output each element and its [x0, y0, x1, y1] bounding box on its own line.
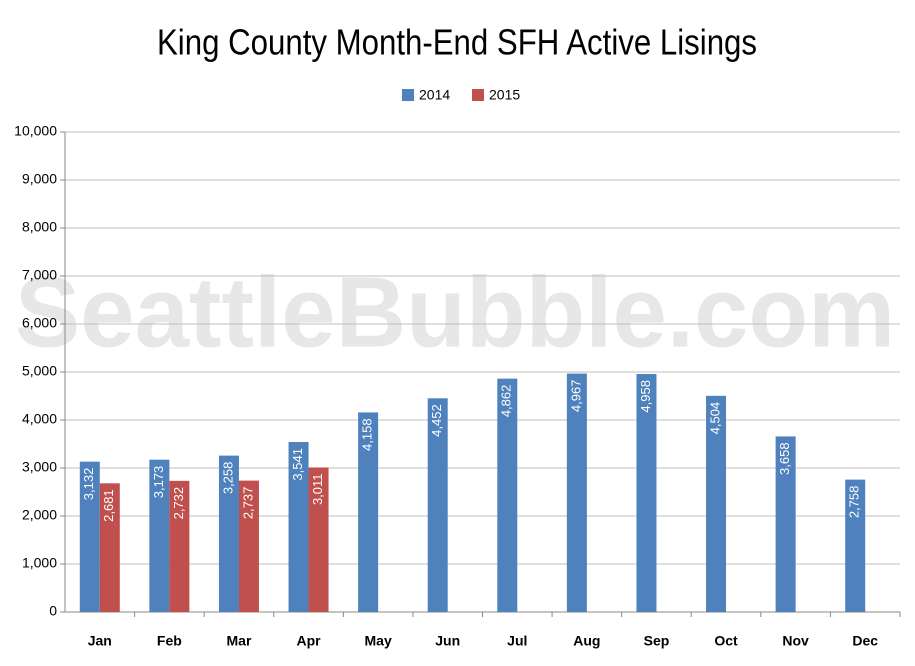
value-label: 3,541: [290, 448, 305, 481]
value-label: 3,658: [777, 442, 792, 475]
bar: [775, 436, 796, 612]
bar: [636, 374, 657, 612]
value-label: 4,967: [568, 380, 583, 413]
y-tick-label: 4,000: [22, 411, 57, 427]
bar: [79, 461, 100, 612]
value-label: 2,681: [101, 489, 116, 522]
x-tick-label: Feb: [157, 633, 182, 649]
x-tick-label: Sep: [644, 633, 670, 649]
x-tick-label: Aug: [573, 633, 600, 649]
bar: [149, 459, 170, 612]
y-tick-label: 6,000: [22, 315, 57, 331]
x-tick-label: Dec: [852, 633, 878, 649]
legend-label: 2015: [489, 87, 520, 103]
value-label: 3,173: [151, 466, 166, 499]
x-tick-label: Mar: [227, 633, 252, 649]
bar: [566, 373, 587, 612]
y-tick-label: 7,000: [22, 267, 57, 283]
bar: [427, 398, 448, 612]
value-label: 4,158: [360, 418, 375, 451]
y-tick-label: 1,000: [22, 555, 57, 571]
value-label: 4,504: [707, 402, 722, 435]
bar: [358, 412, 379, 612]
x-tick-label: Jul: [507, 633, 527, 649]
value-label: 4,452: [429, 404, 444, 437]
value-label: 2,732: [171, 487, 186, 520]
bar: [218, 455, 239, 612]
x-tick-label: Oct: [714, 633, 738, 649]
y-tick-label: 5,000: [22, 363, 57, 379]
value-label: 2,758: [847, 486, 862, 519]
chart-title: King County Month-End SFH Active Lisings: [157, 22, 757, 63]
value-label: 3,011: [310, 473, 325, 505]
legend-swatch: [402, 89, 414, 101]
y-tick-label: 0: [49, 603, 57, 619]
y-tick-label: 10,000: [14, 123, 57, 139]
bar: [288, 442, 309, 612]
x-tick-label: May: [365, 633, 392, 649]
legend-swatch: [472, 89, 484, 101]
x-tick-label: Jun: [435, 633, 460, 649]
y-tick-label: 8,000: [22, 219, 57, 235]
y-tick-label: 9,000: [22, 171, 57, 187]
x-tick-label: Nov: [782, 633, 809, 649]
bar: [706, 395, 727, 612]
x-tick-label: Apr: [296, 633, 321, 649]
bar: [845, 479, 866, 612]
value-label: 3,258: [220, 462, 235, 495]
y-tick-label: 3,000: [22, 459, 57, 475]
y-tick-label: 2,000: [22, 507, 57, 523]
value-label: 2,737: [240, 487, 255, 520]
value-label: 4,958: [638, 380, 653, 413]
bar: [238, 480, 259, 612]
value-label: 3,132: [81, 468, 96, 501]
bar: [497, 378, 518, 612]
bar: [169, 480, 190, 612]
legend-label: 2014: [419, 87, 450, 103]
bar: [308, 467, 329, 612]
value-label: 4,862: [499, 385, 514, 418]
watermark: SeattleBubble.com: [15, 256, 895, 368]
x-tick-label: Jan: [88, 633, 112, 649]
bar: [99, 483, 120, 612]
